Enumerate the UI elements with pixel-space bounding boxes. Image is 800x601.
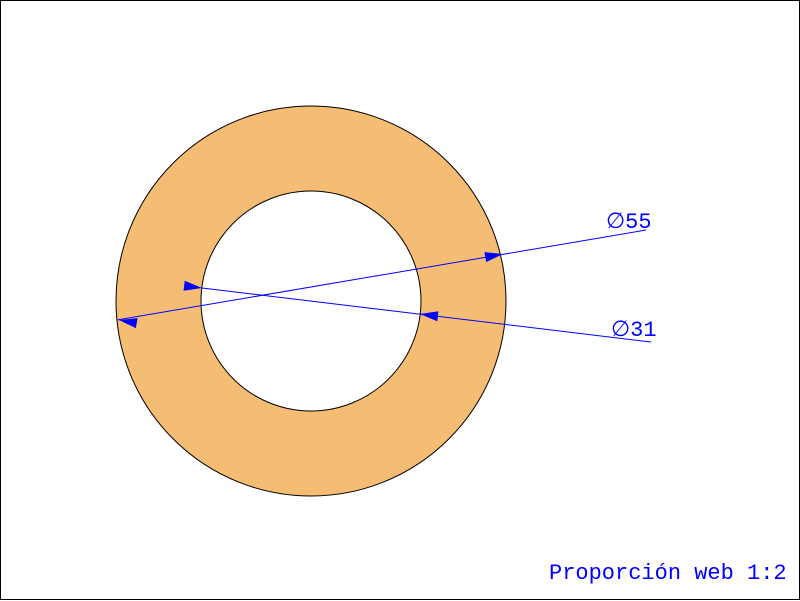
diagram-canvas: ∅55 ∅31 Proporción web 1:2: [0, 0, 800, 600]
dimension-label-outer: ∅55: [606, 209, 652, 235]
diagram-svg: [1, 1, 800, 601]
dimension-label-inner: ∅31: [611, 317, 657, 343]
footer-label: Proporción web 1:2: [549, 561, 787, 586]
